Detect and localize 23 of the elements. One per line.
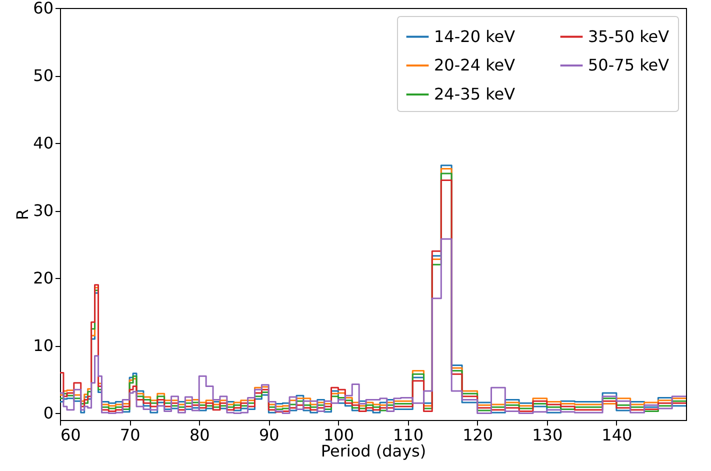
x-tick-label: 60: [60, 426, 81, 444]
x-axis-title: Period (days): [320, 442, 426, 460]
legend-label: 50-75 keV: [588, 56, 670, 74]
x-tick-label: 110: [393, 426, 424, 444]
x-tick-label: 80: [189, 426, 210, 444]
x-tick-label: 140: [602, 426, 632, 444]
y-tick-label: 30: [33, 201, 54, 220]
y-axis-title: R: [13, 208, 32, 220]
legend-label: 24-35 keV: [434, 84, 516, 104]
legend-label: 20-24 keV: [434, 56, 516, 74]
y-tick-label: 0: [43, 404, 54, 423]
x-tick-label: 120: [462, 426, 494, 444]
x-tick-label: 130: [532, 426, 563, 444]
x-tick-label: 100: [323, 426, 354, 444]
y-tick-label: 10: [33, 336, 54, 356]
y-tick-label: 40: [33, 134, 54, 153]
legend-label: 35-50 keV: [588, 26, 670, 46]
y-tick-label: 50: [33, 66, 54, 86]
legend-label: 14-20 keV: [434, 26, 516, 46]
y-tick-label: 60: [33, 0, 54, 18]
x-tick-label: 90: [258, 426, 280, 444]
y-tick-label: 20: [33, 268, 54, 288]
x-tick-label: 70: [120, 426, 140, 444]
